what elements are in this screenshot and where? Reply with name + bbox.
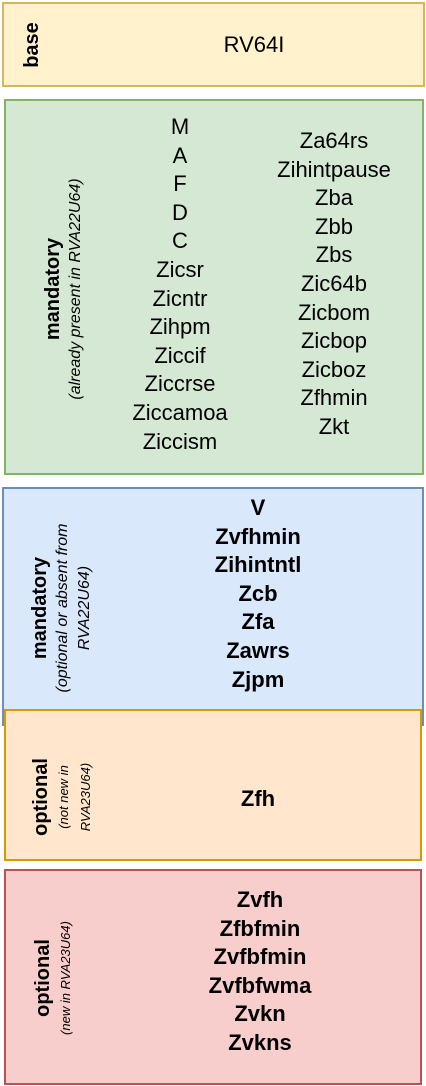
- list-item: Zihpm: [149, 314, 211, 340]
- list-item: Zvfhmin: [215, 523, 301, 549]
- base-items: RV64I: [174, 31, 334, 60]
- list-item: Zfh: [240, 786, 276, 811]
- optional-new-label: optional (new in RVA23U64): [31, 888, 79, 1068]
- list-item: Zvfbfwma: [208, 972, 312, 998]
- list-item: Zicbop: [300, 328, 368, 354]
- base-title: base: [21, 22, 43, 68]
- mandatory-new-section: mandatory (optional or absent from RVA22…: [2, 487, 424, 726]
- mandatory-present-col1: M A F D C Zicsr Zicntr Zihpm Ziccif Zicc…: [110, 113, 250, 456]
- list-item: Zfbfmin: [219, 915, 301, 941]
- mandatory-new-label: mandatory (optional or absent from RVA22…: [28, 493, 98, 723]
- optional-not-new-section: optional (not new in RVA23U64) Zfh: [4, 709, 422, 861]
- list-item: Zvfbfmin: [213, 944, 307, 970]
- mandatory-new-subtitle-2: RVA22U64): [76, 565, 93, 651]
- list-item: Zba: [315, 185, 353, 211]
- list-item: M: [170, 114, 190, 139]
- mandatory-new-items: V Zvfhmin Zihintntl Zcb Zfa Zawrs Zjpm: [178, 494, 338, 694]
- list-item: Zicsr: [156, 256, 204, 282]
- base-label: base: [20, 0, 46, 90]
- optional-new-subtitle: (new in RVA23U64): [58, 921, 73, 1035]
- optional-not-new-subtitle-1: (not new in: [56, 765, 71, 829]
- list-item: Zvkns: [228, 1029, 292, 1055]
- list-item: F: [173, 171, 187, 197]
- base-section: base RV64I: [2, 2, 425, 87]
- list-item: Zicntr: [152, 285, 208, 311]
- list-item: Zihintpause: [277, 156, 391, 182]
- mandatory-new-subtitle-1: (optional or absent from: [54, 523, 71, 693]
- list-item: A: [172, 142, 188, 168]
- optional-new-section: optional (new in RVA23U64) Zvfh Zfbfmin …: [4, 869, 422, 1085]
- optional-not-new-subtitle-2: RVA23U64): [78, 762, 93, 832]
- list-item: Ziccrse: [144, 371, 216, 397]
- optional-not-new-items: Zfh: [178, 785, 338, 814]
- list-item: Zic64b: [300, 270, 368, 296]
- list-item: Ziccism: [142, 428, 218, 454]
- list-item: Zbs: [315, 242, 353, 268]
- mandatory-present-subtitle: (already present in RVA22U64): [67, 178, 84, 400]
- mandatory-new-title: mandatory: [29, 556, 51, 660]
- list-item: V: [250, 495, 266, 520]
- list-item: Zvfh: [236, 887, 284, 912]
- list-item: Zihintntl: [214, 552, 302, 578]
- list-item: Zawrs: [226, 637, 290, 663]
- list-item: Zfhmin: [300, 385, 368, 411]
- optional-not-new-title: optional: [30, 758, 52, 836]
- list-item: Zicbom: [297, 299, 371, 325]
- list-item: C: [172, 228, 188, 254]
- mandatory-present-col2: Za64rs Zihintpause Zba Zbb Zbs Zic64b Zi…: [259, 127, 409, 442]
- mandatory-present-label: mandatory (already present in RVA22U64): [41, 124, 89, 454]
- list-item: Zcb: [238, 580, 278, 606]
- list-item: Ziccamoa: [132, 399, 228, 425]
- list-item: Zkt: [318, 413, 350, 439]
- mandatory-present-section: mandatory (already present in RVA22U64) …: [4, 99, 424, 475]
- list-item: Ziccif: [154, 342, 206, 368]
- list-item: Zvkn: [234, 1001, 286, 1027]
- optional-not-new-label: optional (not new in RVA23U64): [29, 732, 101, 862]
- list-item: Zbb: [315, 213, 353, 239]
- list-item: Zicboz: [301, 356, 367, 382]
- optional-new-items: Zvfh Zfbfmin Zvfbfmin Zvfbfwma Zvkn Zvkn…: [180, 886, 340, 1058]
- mandatory-present-title: mandatory: [42, 237, 64, 341]
- base-item: RV64I: [223, 32, 285, 57]
- list-item: D: [172, 199, 188, 225]
- list-item: Za64rs: [299, 128, 369, 153]
- list-item: Zfa: [241, 609, 275, 635]
- list-item: Zjpm: [231, 666, 285, 692]
- optional-new-title: optional: [32, 939, 54, 1017]
